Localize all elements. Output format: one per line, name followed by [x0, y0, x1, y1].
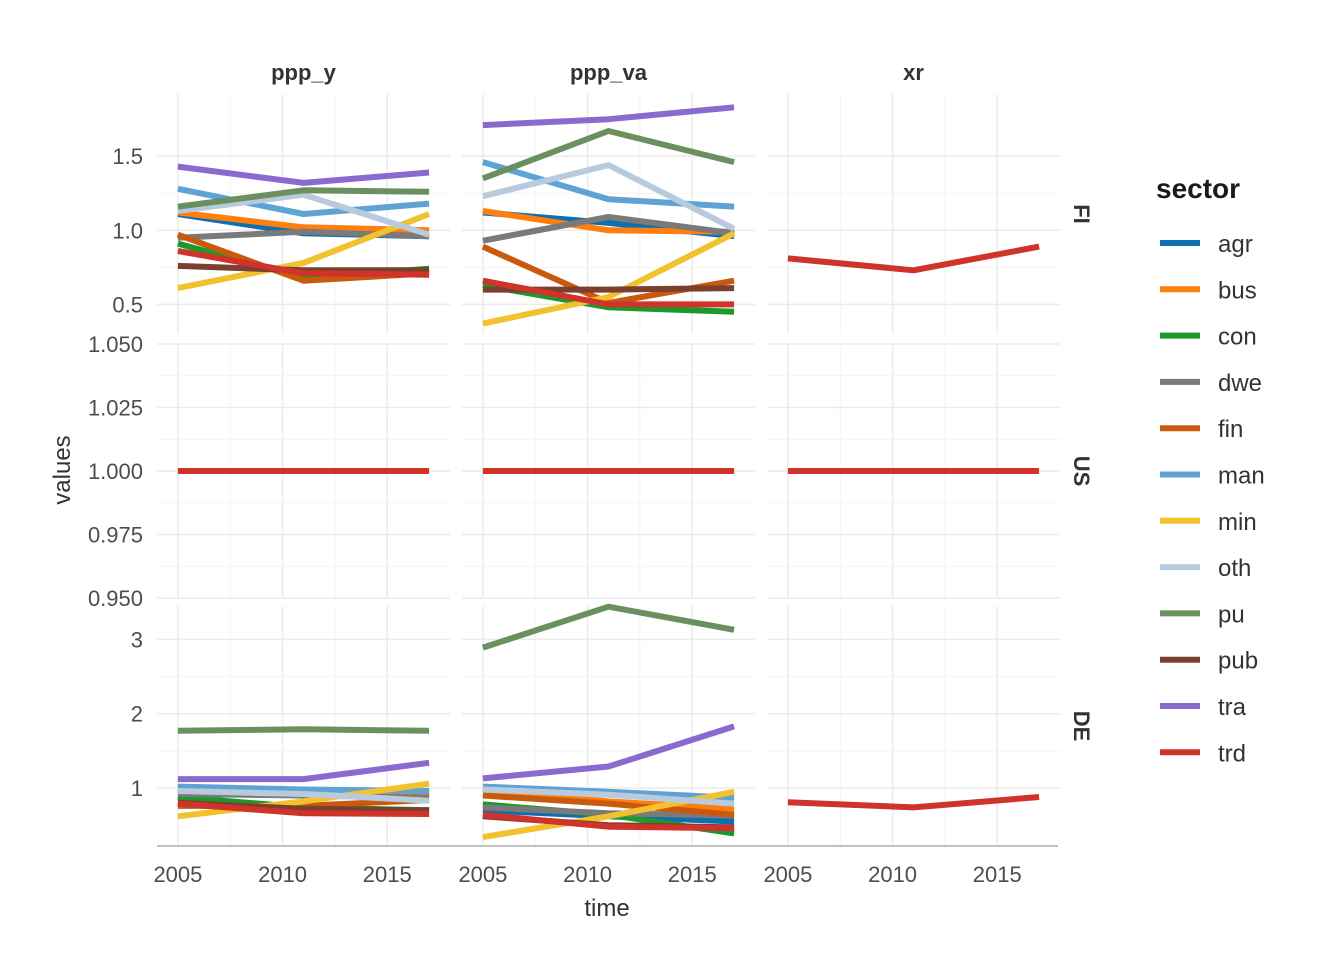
- series-line-trd-DE-ppp_va: [482, 811, 735, 832]
- facet-strip-DE: DE: [1069, 711, 1094, 742]
- legend-label-dwe: dwe: [1218, 370, 1262, 397]
- series-line-pu-DE-ppp_va: [481, 603, 735, 651]
- y-tick-label: 1.0: [112, 218, 143, 243]
- series-line-pu-FI-ppp_va: [481, 128, 735, 182]
- legend-label-bus: bus: [1218, 277, 1257, 304]
- legend-label-min: min: [1218, 509, 1257, 536]
- legend-label-oth: oth: [1218, 555, 1251, 582]
- x-tick-label: 2015: [363, 862, 412, 887]
- series-line-oth-FI-ppp_va: [482, 162, 736, 232]
- y-tick-label: 1.025: [88, 396, 143, 421]
- y-tick-label: 1.5: [112, 144, 143, 169]
- y-tick-label: 1: [131, 776, 143, 801]
- series-line-oth-FI-ppp_y: [177, 191, 431, 238]
- series-line-oth-DE-ppp_va: [482, 786, 735, 807]
- facet-strip-xr: xr: [903, 60, 924, 85]
- series-line-min-FI-ppp_va: [482, 230, 736, 327]
- legend-label-pu: pu: [1218, 601, 1245, 628]
- series-line-man-FI-ppp_va: [482, 159, 735, 210]
- series-line-dwe-FI-ppp_y: [177, 228, 430, 241]
- series-line-bus-FI-ppp_va: [482, 208, 735, 235]
- x-tick-label: 2015: [668, 862, 717, 887]
- series-line-tra-FI-ppp_y: [177, 163, 430, 186]
- series-line-fin-DE-ppp_va: [482, 792, 735, 818]
- x-tick-label: 2015: [973, 862, 1022, 887]
- legend-label-con: con: [1218, 324, 1257, 351]
- legend-label-tra: tra: [1218, 694, 1247, 721]
- series-line-pu-DE-ppp_y: [177, 726, 430, 734]
- facet-strip-ppp_y: ppp_y: [271, 60, 337, 85]
- label-layer: ppp_y ppp_va xr FI US DE 0.5 1.0 1.5 0.950 0.975 1.…: [88, 60, 1094, 887]
- legend-label-pub: pub: [1218, 648, 1258, 675]
- x-tick-label: 2010: [563, 862, 612, 887]
- data-layer: [176, 104, 1040, 841]
- series-line-tra-DE-ppp_y: [177, 759, 430, 783]
- series-line-man-FI-ppp_y: [177, 185, 430, 217]
- series-line-pub-FI-ppp_y: [177, 262, 430, 274]
- y-tick-label: 0.5: [112, 292, 143, 317]
- y-tick-label: 0.975: [88, 523, 143, 548]
- x-axis-title: time: [584, 895, 629, 922]
- series-line-trd-FI-xr: [787, 243, 1040, 274]
- y-tick-label: 1.000: [88, 459, 143, 484]
- legend-title: sector: [1156, 173, 1240, 204]
- facet-strip-ppp_va: ppp_va: [570, 60, 648, 85]
- facet-strip-FI: FI: [1069, 204, 1094, 224]
- x-tick-label: 2005: [763, 862, 812, 887]
- x-tick-label: 2005: [153, 862, 202, 887]
- legend-label-trd: trd: [1218, 740, 1246, 767]
- legend-label-fin: fin: [1218, 416, 1243, 443]
- series-line-dwe-FI-ppp_va: [482, 214, 735, 244]
- y-tick-label: 0.950: [88, 586, 143, 611]
- x-tick-label: 2010: [258, 862, 307, 887]
- legend-label-agr: agr: [1218, 231, 1253, 258]
- series-line-trd-FI-ppp_va: [482, 277, 735, 308]
- y-axis-title: values: [49, 435, 76, 504]
- series-line-pu-FI-ppp_y: [177, 187, 430, 210]
- series-line-trd-DE-xr: [787, 794, 1040, 811]
- y-tick-label: 1.050: [88, 332, 143, 357]
- facet-strip-US: US: [1069, 456, 1094, 487]
- series-line-tra-DE-ppp_va: [482, 723, 736, 782]
- x-tick-label: 2005: [458, 862, 507, 887]
- series-line-oth-DE-ppp_y: [177, 788, 430, 804]
- y-tick-label: 3: [131, 627, 143, 652]
- series-line-min-DE-ppp_y: [177, 780, 430, 820]
- series-line-trd-DE-ppp_y: [177, 800, 430, 817]
- series-line-tra-FI-ppp_va: [482, 104, 735, 129]
- y-tick-label: 2: [131, 702, 143, 727]
- series-line-trd-FI-ppp_y: [177, 248, 430, 278]
- legend: sector agr bus con dwe fin man min oth pu pub tra tr…: [1156, 173, 1265, 767]
- legend-label-man: man: [1218, 463, 1265, 490]
- series-line-min-FI-ppp_y: [177, 211, 431, 292]
- x-tick-label: 2010: [868, 862, 917, 887]
